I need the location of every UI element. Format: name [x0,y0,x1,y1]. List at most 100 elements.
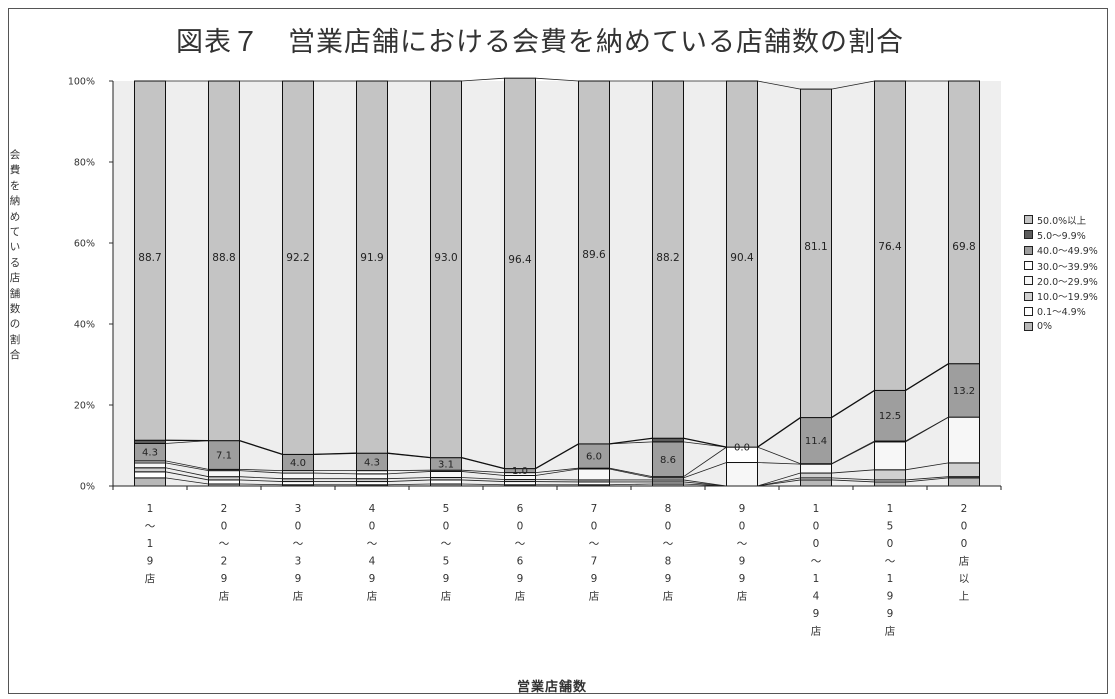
x-tick-label-char: 店 [885,625,896,638]
x-tick-label-char: 〜 [737,538,748,550]
bar-segment [652,80,684,439]
legend-label: 50.0%以上 [1037,215,1087,227]
y-axis-label-char: 合 [9,349,21,362]
bar-segment [948,462,980,478]
series-line [831,477,875,481]
bar-segment [504,77,536,470]
bar-segment [726,462,758,487]
x-tick-label-char: 9 [295,573,302,585]
x-tick-label-char: 9 [443,573,450,585]
series-line [609,437,653,445]
series-line [165,462,209,472]
x-tick-label-char: 3 [295,556,302,568]
x-tick-label-char: 2 [221,556,228,568]
series-line [757,462,801,465]
legend-item: 0% [1024,319,1098,334]
series-line [535,443,579,470]
series-line [757,446,801,465]
data-label: 88.8 [212,252,235,264]
x-tick-label-char: 4 [369,503,376,515]
x-tick-label-char: 9 [147,556,154,568]
bar-segment [356,473,388,480]
series-line [461,469,505,474]
series-line [609,467,653,478]
series-line [239,476,283,480]
series-line [905,462,949,471]
bar-segment [652,441,684,478]
series-line [905,476,949,481]
x-tick-label-char: 5 [443,503,450,515]
bar-segment [208,80,240,442]
legend-swatch [1024,291,1033,301]
legend-label: 5.0〜9.9% [1037,230,1086,242]
legend-item: 20.0〜29.9% [1024,273,1098,288]
x-tick-label-char: 9 [517,573,524,585]
series-line [313,452,357,456]
series-line [387,471,431,475]
legend-label: 0.1〜4.9% [1037,307,1086,319]
x-tick-label-char: 〜 [885,556,896,568]
x-tick-label-char: 0 [221,521,228,533]
bar-segment [356,80,388,454]
x-tick-label-char: 店 [219,590,230,603]
x-tick-label-char: 店 [441,590,452,603]
y-tick-label: 0% [80,482,95,493]
bar-segment [430,479,462,485]
series-line [239,440,283,456]
bar-segment [948,363,980,418]
y-axis-label-char: 店 [9,272,21,285]
series-line [905,363,949,391]
legend-label: 0% [1037,321,1053,333]
bar-segment [652,437,684,443]
y-tick-label: 80% [74,158,95,169]
data-label: 69.8 [952,241,975,253]
data-label: 90.4 [730,252,754,264]
bar-segment [134,471,166,479]
data-label: 76.4 [878,241,902,253]
x-tick-label-char: 7 [591,556,598,568]
legend-item: 5.0〜9.9% [1024,227,1098,242]
y-axis-label-char: 数 [9,303,21,316]
x-tick-label-char: 9 [665,573,672,585]
bar-segment [282,80,314,455]
bar-segment [134,467,166,473]
bar-segment [134,477,166,487]
x-tick-label-char: 〜 [515,538,526,550]
data-label: 91.9 [360,252,383,264]
x-tick-label-char: 0 [295,521,302,533]
series-line [239,470,283,474]
series-line [387,452,431,459]
data-label: 88.2 [656,252,679,264]
legend-swatch [1024,261,1033,271]
x-tick-label-char: 〜 [367,538,378,550]
x-tick-label-char: 9 [369,573,376,585]
legend-item: 40.0〜49.9% [1024,243,1098,258]
bar-segment [208,479,240,485]
y-axis-label-char: る [9,256,21,269]
y-axis-label-char: て [9,226,21,239]
x-tick-label-char: 店 [959,555,970,568]
x-tick-label-char: 上 [959,591,970,603]
chart-title: 図表７ 営業店舗における会費を納めている店舗数の割合 [176,27,904,58]
series-line [461,457,505,470]
series-line [831,469,875,474]
chart-frame [8,8,1108,694]
y-axis-label: 会費を納めている店舗数の割合 [8,148,22,364]
bar-segment [208,470,240,478]
x-tick-label-char: 0 [591,521,598,533]
series-line [387,477,431,480]
bar-segment [874,441,906,471]
y-axis-label-char: 納 [9,195,21,208]
series-line [165,477,209,485]
data-label: 4.0 [290,458,306,469]
x-tick-label-char: 〜 [441,538,452,550]
x-tick-label-char: 0 [665,521,672,533]
y-axis-label-char: の [9,318,21,331]
data-label: 88.7 [138,252,161,264]
legend-swatch [1024,306,1033,316]
series-line [905,477,949,483]
bar-segment [948,80,980,365]
series-line [757,80,801,90]
series-line [609,468,653,479]
series-line [461,471,505,476]
